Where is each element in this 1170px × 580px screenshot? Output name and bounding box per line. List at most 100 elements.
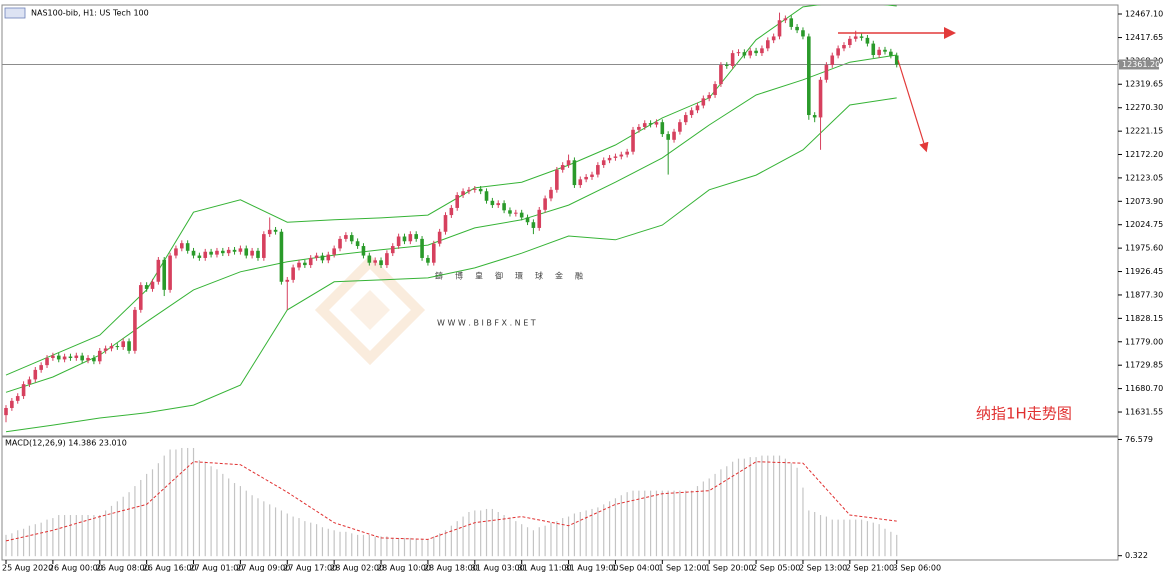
y-tick-label: 11779.00 — [1125, 337, 1163, 346]
candle-body — [338, 238, 342, 249]
candle-body — [525, 217, 530, 223]
candle-body — [883, 49, 887, 52]
candle-body — [80, 355, 84, 361]
y-tick-label: 11680.70 — [1125, 384, 1163, 393]
candle-body — [689, 110, 694, 116]
candle-body — [203, 251, 208, 258]
candle-body — [771, 36, 776, 41]
candle-body — [314, 255, 319, 258]
candle-body — [39, 365, 43, 370]
candle-body — [719, 65, 723, 85]
candle-body — [74, 355, 79, 358]
candle-body — [56, 355, 61, 360]
y-tick-label: 12172.20 — [1125, 150, 1163, 159]
candle-body — [10, 400, 14, 408]
chart-icon — [4, 7, 26, 19]
candle-body — [168, 255, 172, 290]
candle-body — [144, 285, 149, 289]
candle-body — [121, 341, 125, 348]
watermark-text: 鑄博皇御環球金融 — [435, 271, 595, 281]
x-tick-label: 31 Aug 19:00 — [565, 564, 619, 573]
candle-body — [232, 249, 237, 252]
candle-body — [555, 169, 559, 190]
candle-body — [15, 396, 20, 401]
candle-body — [51, 355, 55, 358]
candle-body — [385, 253, 389, 266]
candle-body — [262, 234, 266, 258]
candle-body — [361, 246, 366, 256]
x-tick-label: 28 Aug 10:00 — [377, 564, 431, 573]
x-tick-label: 2 Sep 13:00 — [799, 564, 847, 573]
candle-body — [713, 84, 717, 96]
candle-body — [133, 309, 137, 351]
candle-body — [566, 160, 571, 166]
candle-body — [185, 243, 190, 251]
candle-body — [426, 257, 430, 263]
candle-body — [631, 129, 635, 152]
current-price-label: 12361.20 — [1122, 60, 1160, 69]
candle-body — [672, 131, 676, 140]
candle-body — [45, 357, 49, 366]
x-tick-label: 31 Aug 11:00 — [518, 564, 572, 573]
candle-body — [490, 200, 495, 206]
candle-body — [191, 250, 196, 256]
candle-body — [92, 357, 96, 362]
candle-body — [484, 191, 489, 201]
y-tick-label: 76.579 — [1125, 435, 1153, 444]
candle-body — [150, 281, 155, 289]
main-plot — [2, 5, 1118, 433]
candle-body — [443, 215, 448, 232]
macd-title: MACD(12,26,9) 14.386 23.010 — [5, 439, 127, 448]
candle-body — [332, 248, 336, 255]
candle-body — [279, 231, 284, 282]
candle-body — [115, 346, 120, 348]
y-tick-label: 11926.45 — [1125, 267, 1163, 276]
candle-body — [642, 123, 647, 127]
candle-body — [97, 350, 102, 362]
candle-body — [256, 250, 260, 258]
candle-body — [894, 55, 899, 65]
macd-plot — [5, 447, 898, 557]
candle-body — [127, 341, 131, 351]
candle-body — [637, 126, 641, 130]
y-tick-label: 11729.85 — [1125, 361, 1163, 370]
candle-body — [853, 36, 858, 39]
candle-body — [625, 151, 629, 155]
candle-body — [291, 267, 295, 280]
candle-body — [355, 241, 360, 247]
candle-body — [209, 251, 213, 255]
x-tick-label: 27 Aug 01:00 — [190, 564, 244, 573]
candle-body — [619, 154, 624, 157]
candle-body — [889, 51, 893, 56]
x-tick-label: 1 Sep 12:00 — [658, 564, 706, 573]
x-tick-label: 26 Aug 00:00 — [49, 564, 103, 573]
candle-body — [848, 38, 852, 46]
candle-body — [344, 235, 348, 239]
candle-body — [654, 122, 659, 125]
candle-body — [648, 123, 653, 125]
candle-body — [871, 43, 876, 56]
current-price-box — [1119, 59, 1159, 70]
candle-body — [613, 156, 618, 158]
candle-body — [273, 229, 278, 232]
candle-body — [560, 165, 565, 170]
candle-body — [766, 40, 770, 49]
x-tick-label: 27 Aug 17:00 — [283, 564, 337, 573]
candle-body — [601, 160, 606, 166]
candle-body — [701, 98, 706, 106]
candle-body — [467, 189, 471, 192]
watermark-logo — [314, 254, 426, 366]
candle-body — [683, 115, 688, 123]
y-tick-label: 12073.90 — [1125, 197, 1163, 206]
candle-body — [730, 53, 735, 66]
candle-body — [742, 52, 747, 56]
candle-body — [748, 50, 753, 56]
candle-body — [807, 36, 811, 116]
x-tick-label: 25 Aug 2020 — [2, 564, 53, 573]
x-tick-label: 31 Aug 03:00 — [471, 564, 525, 573]
candle-body — [783, 18, 788, 21]
candle-body — [33, 369, 38, 380]
x-tick-label: 1 Sep 04:00 — [611, 564, 659, 573]
